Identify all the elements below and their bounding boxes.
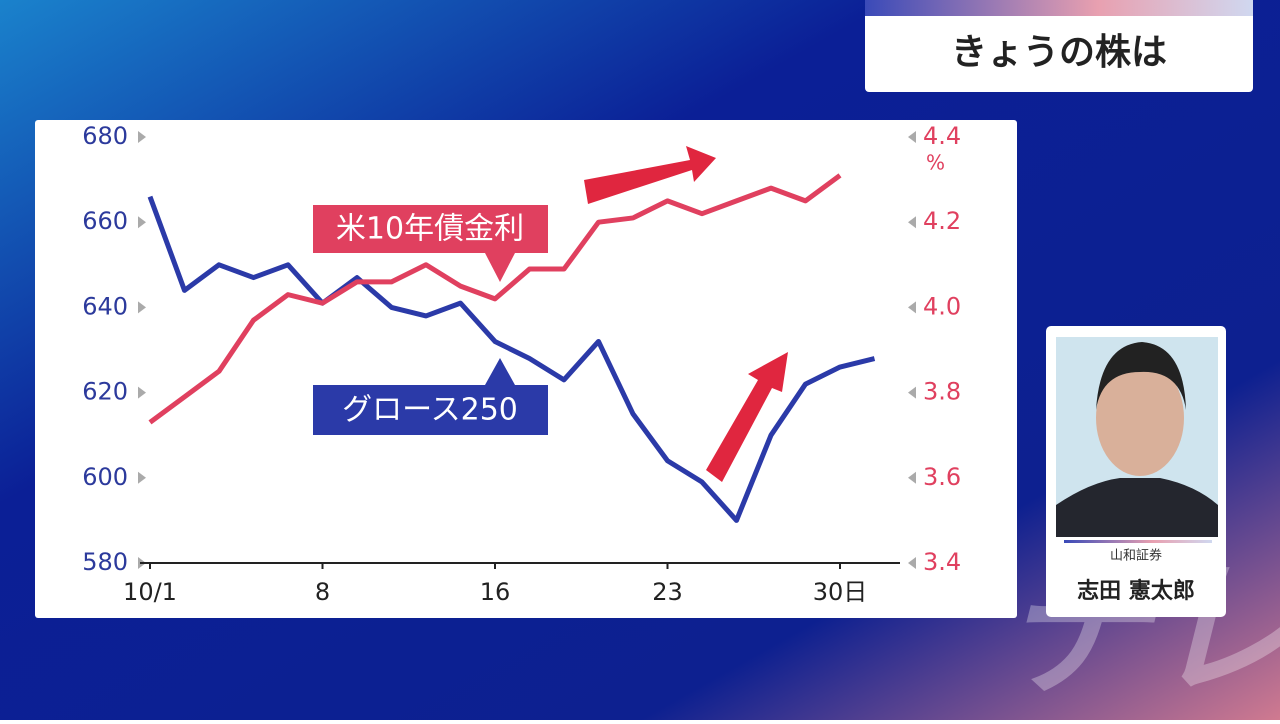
y2-tick-label: 3.8 (923, 378, 961, 406)
photo-hair (1096, 342, 1186, 410)
x-tick-label: 30日 (813, 578, 868, 606)
y-tick-label: 620 (82, 378, 128, 406)
header-title: きょうの株は (951, 32, 1167, 73)
y2-tick-label: 4.2 (923, 207, 961, 235)
y2-tick-mark (908, 557, 916, 569)
series-line (148, 173, 842, 425)
guest-name: 志田 憲太郎 (1077, 578, 1195, 604)
guest-company: 山和証券 (1110, 548, 1162, 564)
x-tick-label: 23 (652, 578, 683, 606)
y2-tick-mark (908, 301, 916, 314)
callout-blue (313, 358, 548, 435)
y2-tick-mark (908, 131, 916, 143)
plot: 580 600 620 640 660 680 3.4 3.6 3.8 4.0 4.2 4.4% 10/… (82, 122, 961, 606)
y-tick-mark (138, 386, 146, 399)
header-box (865, 0, 1253, 92)
y2-tick-mark (908, 471, 916, 484)
y-tick-label: 580 (82, 548, 128, 576)
x-tick-label: 10/1 (123, 578, 177, 606)
photo-suit (1056, 478, 1218, 537)
y-tick-mark (138, 301, 146, 314)
photo-face (1096, 360, 1184, 476)
arrow-up-right (584, 146, 716, 204)
x-tick-label: 16 (480, 578, 511, 606)
y2-unit: % (926, 151, 945, 175)
y2-tick-mark (908, 386, 916, 399)
y-tick-label: 600 (82, 463, 128, 491)
y2-tick-label: 3.6 (923, 463, 961, 491)
chart-panel (35, 120, 1017, 618)
y2-tick-mark (908, 216, 916, 229)
y-tick-label: 680 (82, 122, 128, 150)
header-strip (865, 0, 1253, 16)
y-tick-mark (138, 216, 146, 229)
y2-tick-label: 4.0 (923, 292, 961, 320)
y2-tick-label: 4.4 (923, 122, 961, 150)
arrow-up (706, 352, 788, 482)
callout-red (313, 205, 548, 282)
series-label: グロース250 (342, 393, 518, 428)
series-label: 米10年債金利 (336, 212, 524, 247)
series-line (147, 195, 876, 523)
y-tick-mark (138, 471, 146, 484)
y-tick-label: 660 (82, 207, 128, 235)
x-tick-label: 8 (315, 578, 330, 606)
y-tick-label: 640 (82, 292, 128, 320)
y-tick-mark (138, 131, 146, 143)
y2-tick-label: 3.4 (923, 548, 961, 576)
guest-strip (1064, 540, 1212, 543)
